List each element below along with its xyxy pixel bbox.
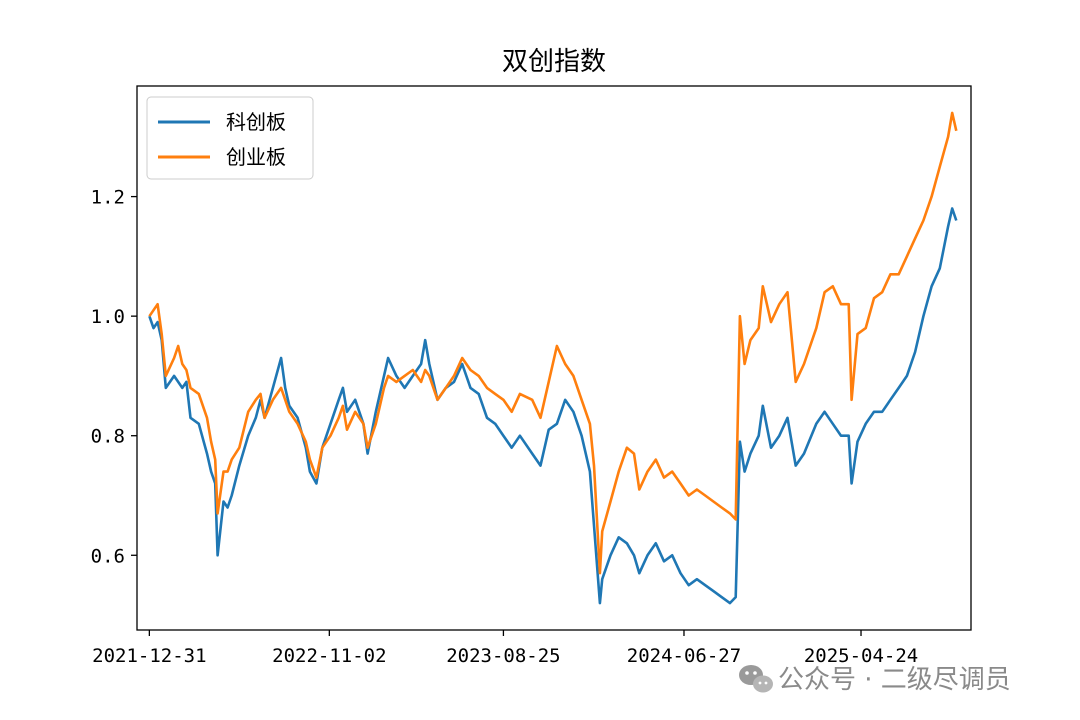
y-tick-label: 1.0 xyxy=(91,306,125,328)
y-axis: 0.6 0.8 1.0 1.2 xyxy=(91,187,137,567)
x-tick-label: 2025-04-24 xyxy=(804,645,918,667)
x-tick-label: 2023-08-25 xyxy=(446,645,560,667)
y-tick-label: 0.8 xyxy=(91,426,125,448)
plot-frame xyxy=(136,85,972,631)
series-line-chuangye xyxy=(148,111,958,575)
plot-area xyxy=(148,111,958,605)
watermark-text: 公众号 · 二级尽调员 xyxy=(778,665,1011,695)
y-tick-label: 0.6 xyxy=(91,545,125,567)
legend-label-kechuang: 科创板 xyxy=(226,110,286,134)
y-tick-label: 1.2 xyxy=(91,187,125,209)
wechat-icon xyxy=(739,665,773,693)
watermark: 公众号 · 二级尽调员 xyxy=(739,665,1011,695)
series-line-kechuang xyxy=(148,207,958,605)
chart-title: 双创指数 xyxy=(502,47,606,77)
x-axis: 2021-12-31 2022-11-02 2023-08-25 2024-06-27… xyxy=(92,630,918,667)
legend: 科创板 创业板 xyxy=(146,96,314,180)
x-tick-label: 2022-11-02 xyxy=(272,645,386,667)
x-tick-label: 2021-12-31 xyxy=(92,645,206,667)
x-tick-label: 2024-06-27 xyxy=(627,645,741,667)
legend-label-chuangye: 创业板 xyxy=(226,145,286,169)
